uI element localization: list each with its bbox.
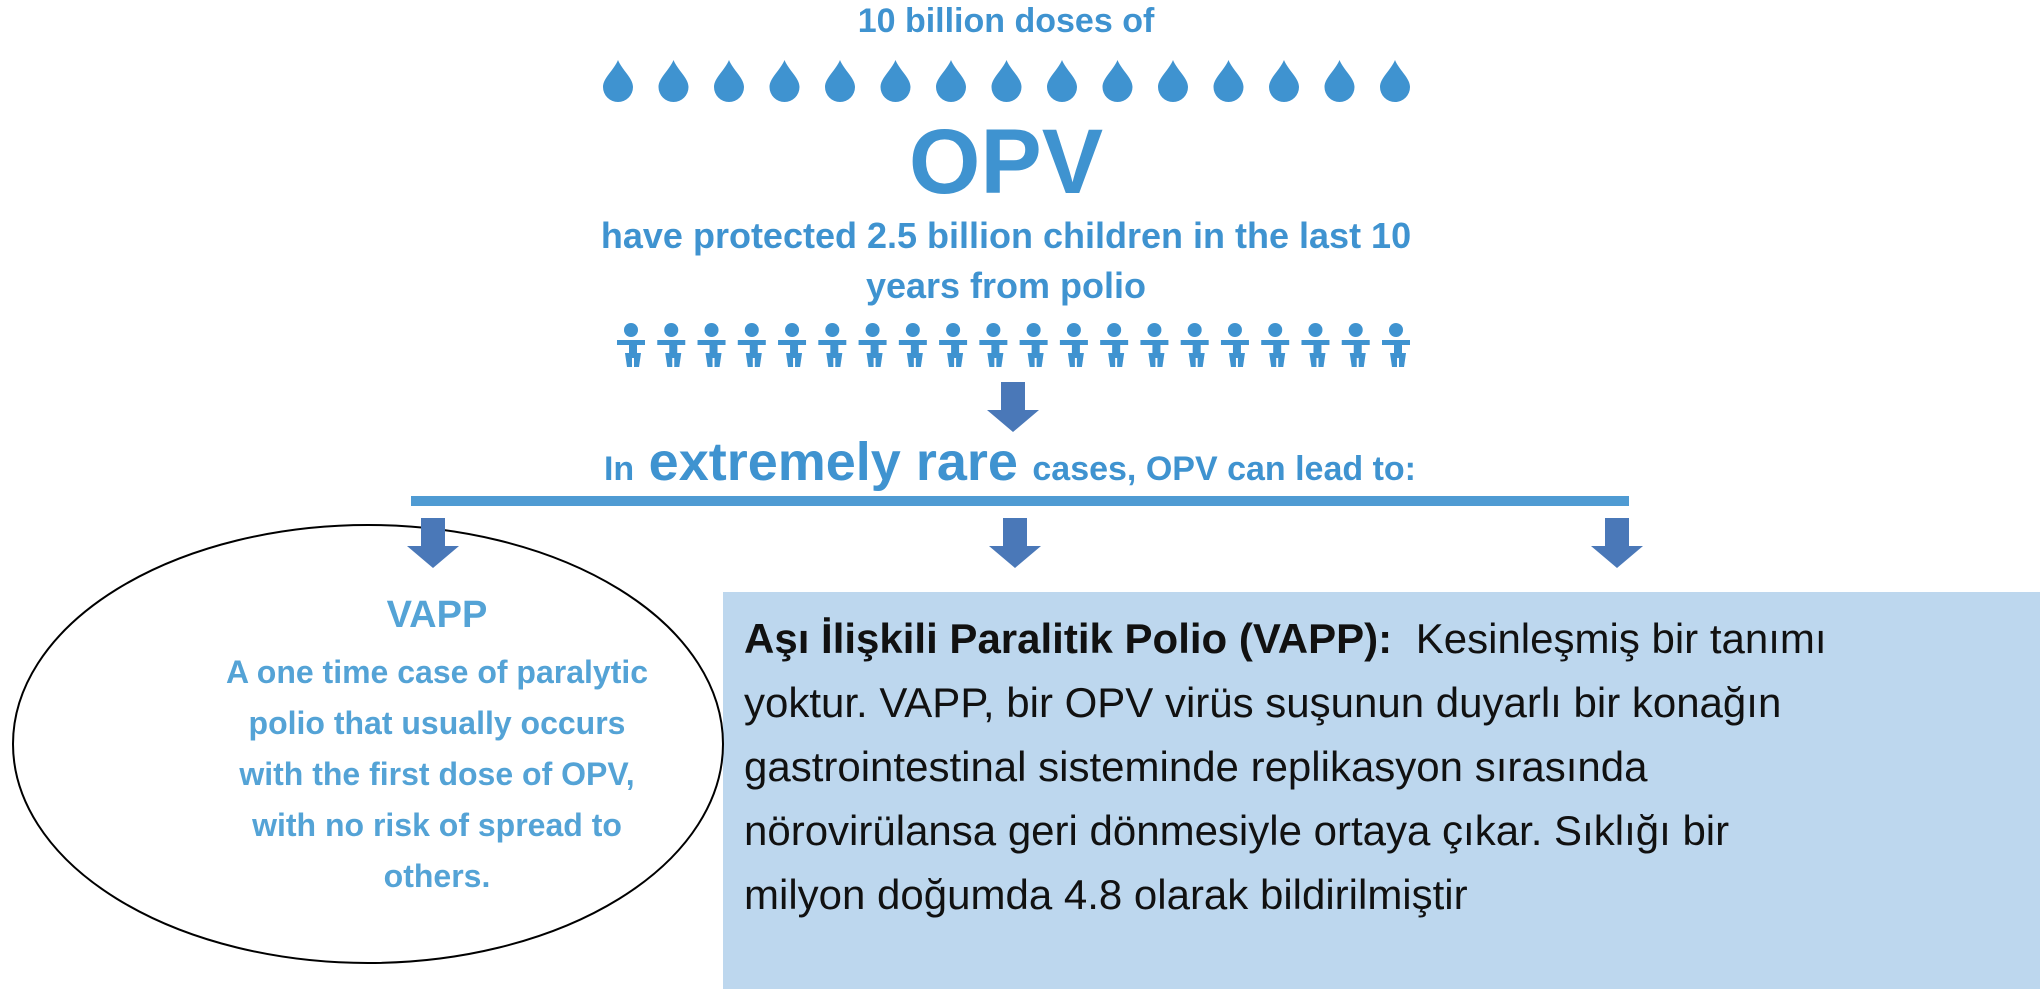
note-line: nörovirülansa geri dönmesiyle ortaya çık… xyxy=(744,807,1729,854)
child-body xyxy=(1341,340,1370,367)
note-line: yoktur. VAPP, bir OPV virüs suşunun duya… xyxy=(744,679,1781,726)
child-body xyxy=(979,340,1008,367)
children xyxy=(617,323,1410,367)
drop xyxy=(1324,60,1355,102)
vapp-title: VAPP xyxy=(387,594,488,636)
vapp-line: with no risk of spread to xyxy=(251,807,622,843)
child-body xyxy=(697,340,726,367)
child-head xyxy=(986,323,1001,337)
child-body xyxy=(1301,340,1330,367)
drop xyxy=(769,60,800,102)
drop xyxy=(1269,60,1299,102)
child-head xyxy=(1026,323,1041,337)
drop xyxy=(658,60,689,102)
lead-emphasis: extremely rare xyxy=(649,432,1018,492)
child-body xyxy=(778,340,807,367)
child-head xyxy=(905,323,920,337)
arrow xyxy=(989,518,1041,568)
drop xyxy=(1102,60,1133,102)
note-text: yoktur. VAPP, bir OPV virüs suşunun duya… xyxy=(744,679,1781,918)
child-head xyxy=(785,323,800,337)
child-head xyxy=(1066,323,1081,337)
note-line: Aşı İlişkili Paralitik Polio (VAPP): Kes… xyxy=(744,615,1827,662)
drop xyxy=(1213,60,1244,102)
arrow xyxy=(987,382,1039,432)
vaccine-name: OPV xyxy=(909,111,1103,213)
child-head xyxy=(1348,323,1363,337)
lead-after: cases, OPV can lead to: xyxy=(1032,450,1416,488)
drop xyxy=(1158,60,1188,102)
child-head xyxy=(664,323,679,337)
vapp-line: with the first dose of OPV, xyxy=(238,756,634,792)
drop xyxy=(880,60,911,102)
drop xyxy=(991,60,1022,102)
drop xyxy=(936,60,966,102)
child-body xyxy=(1140,340,1169,367)
child-body xyxy=(737,340,766,367)
protected-line: years from polio xyxy=(866,265,1146,306)
child-body xyxy=(617,340,645,367)
lead-text: In extremely rare cases, OPV can lead to… xyxy=(604,432,1416,492)
note-text: Kesinleşmiş bir tanımı xyxy=(1416,615,1827,662)
child-body xyxy=(1019,340,1048,367)
child-head xyxy=(1147,323,1162,337)
child-head xyxy=(1227,323,1242,337)
child-head xyxy=(1308,323,1323,337)
note-title: Aşı İlişkili Paralitik Polio (VAPP): xyxy=(744,615,1392,662)
drop xyxy=(603,60,633,102)
child-body xyxy=(1382,340,1410,367)
child-body xyxy=(1220,340,1249,367)
child-body xyxy=(1180,340,1209,367)
highlight-ellipse xyxy=(12,524,724,964)
drop xyxy=(1380,60,1410,102)
child-head xyxy=(946,323,961,337)
protected-line: have protected 2.5 billion children in t… xyxy=(601,215,1411,256)
note-line: milyon doğumda 4.8 olarak bildirilmiştir xyxy=(744,871,1468,918)
drops xyxy=(603,60,1410,102)
child-head xyxy=(1107,323,1122,337)
child-head xyxy=(744,323,759,337)
child-body xyxy=(657,340,686,367)
lead-before: In xyxy=(604,450,634,488)
doses-text: 10 billion doses of xyxy=(858,2,1155,40)
drop xyxy=(825,60,855,102)
child-head xyxy=(865,323,880,337)
child-body xyxy=(1100,340,1129,367)
child-head xyxy=(1187,323,1202,337)
child-body xyxy=(898,340,927,367)
branch-bar xyxy=(411,496,1629,506)
child-body xyxy=(1261,340,1290,367)
note-box xyxy=(723,592,2040,989)
drop xyxy=(1047,60,1077,102)
child-body xyxy=(939,340,968,367)
vapp-line: A one time case of paralytic xyxy=(226,654,648,690)
child-head xyxy=(704,323,719,337)
vapp-line: polio that usually occurs xyxy=(249,705,626,741)
note-line: gastrointestinal sisteminde replikasyon … xyxy=(744,743,1648,790)
arrow xyxy=(407,518,459,568)
child-head xyxy=(1268,323,1283,337)
child-head xyxy=(1389,323,1403,337)
arrow xyxy=(1591,518,1643,568)
child-head xyxy=(624,323,638,337)
vapp-line: others. xyxy=(384,858,491,894)
child-body xyxy=(818,340,847,367)
child-body xyxy=(1059,340,1088,367)
child-body xyxy=(858,340,887,367)
vapp-description: A one time case of paralytic polio that u… xyxy=(226,654,648,894)
drop xyxy=(714,60,744,102)
child-head xyxy=(825,323,840,337)
